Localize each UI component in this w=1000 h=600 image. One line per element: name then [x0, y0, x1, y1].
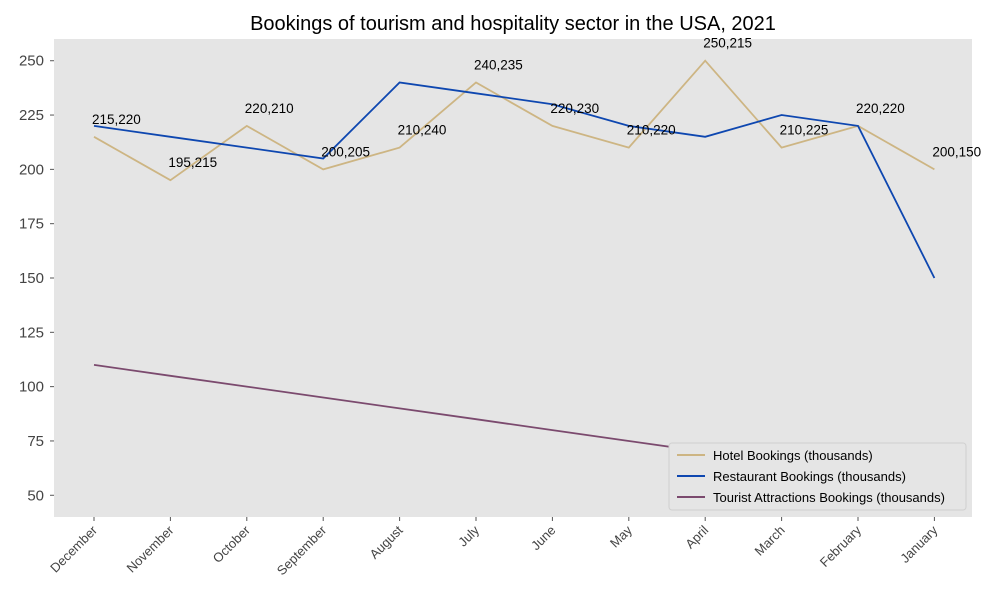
x-tick-label: June [528, 523, 559, 554]
y-tick-label: 150 [19, 270, 44, 287]
plot-area [54, 39, 972, 517]
data-labels: 215,220 195,215 220,210 200,205 210,240 240,2… [92, 36, 981, 171]
x-tick-label: January [897, 522, 941, 566]
series-line-0 [93, 59, 935, 182]
data-label: 200,150 [932, 144, 981, 159]
y-axis: 50 75 100 125 150 175 200 225 250 [19, 53, 54, 504]
data-label: 210,225 [780, 123, 829, 138]
chart-title: Bookings of tourism and hospitality sect… [250, 13, 776, 35]
data-label: 220,220 [856, 101, 905, 116]
y-tick-label: 250 [19, 53, 44, 70]
legend: Hotel Bookings (thousands) Restaurant Boo… [668, 442, 967, 511]
x-tick-label: October [210, 522, 254, 566]
y-tick-label: 175 [19, 216, 44, 233]
data-label: 210,220 [627, 123, 676, 138]
y-tick-label: 100 [19, 379, 44, 396]
x-tick-label: March [752, 523, 788, 559]
legend-label: Restaurant Bookings (thousands) [713, 469, 906, 484]
x-tick-label: May [607, 522, 635, 550]
legend-box [668, 442, 967, 511]
x-tick-label: August [366, 522, 405, 561]
data-label: 220,210 [245, 101, 294, 116]
x-axis: December November October September August Ju… [47, 517, 941, 578]
data-label: 215,220 [92, 112, 141, 127]
data-label: 220,230 [550, 101, 599, 116]
data-label: 210,240 [398, 123, 447, 138]
x-tick-label: July [455, 522, 482, 549]
y-tick-label: 225 [19, 107, 44, 124]
y-tick-label: 75 [27, 433, 44, 450]
data-label: 195,215 [168, 155, 217, 170]
data-label: 200,205 [321, 144, 370, 159]
x-tick-label: April [682, 522, 711, 551]
y-tick-label: 200 [19, 161, 44, 178]
y-tick-label: 50 [27, 487, 44, 504]
series-line-1 [93, 81, 936, 279]
x-tick-label: December [47, 522, 100, 575]
x-tick-label: September [274, 522, 330, 578]
y-tick-label: 125 [19, 324, 44, 341]
x-tick-label: November [124, 522, 177, 575]
data-label: 240,235 [474, 57, 523, 72]
legend-label: Tourist Attractions Bookings (thousands) [713, 490, 945, 505]
legend-label: Hotel Bookings (thousands) [713, 448, 873, 463]
data-label: 250,215 [703, 36, 752, 51]
x-tick-label: February [817, 522, 865, 570]
